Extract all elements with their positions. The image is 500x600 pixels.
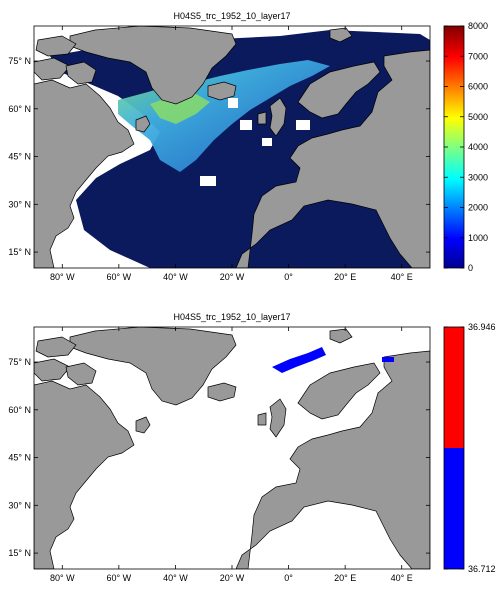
map-1-ytick-label: 75° N	[8, 56, 31, 66]
map-1-missing-cells	[200, 98, 310, 186]
map-2-xtick-label: 0°	[284, 573, 293, 583]
map-2-xtick-label: 20° E	[334, 573, 356, 583]
map-1-ytick-label: 45° N	[8, 152, 31, 162]
map-2-colorbar-red	[444, 327, 464, 448]
colorbar-1-tick-label: 0	[468, 263, 473, 273]
map-2-colorbar	[443, 326, 465, 570]
map-1-xtick-label: 60° W	[107, 272, 132, 282]
map-2-ytick-label: 60° N	[8, 405, 31, 415]
map-2-highlight-cell-east	[382, 357, 394, 362]
colorbar-1-tick-label: 5000	[468, 112, 488, 122]
map-2-ytick-label: 30° N	[8, 500, 31, 510]
colorbar-2-tick-label: 36.712	[468, 564, 496, 574]
map-1-ytick-label: 30° N	[8, 199, 31, 209]
map-1-xtick-label: 40° E	[391, 272, 413, 282]
colorbar-1-tick-label: 8000	[468, 21, 488, 31]
map-1-title: H04S5_trc_1952_10_layer17	[173, 11, 290, 21]
map-2: H04S5_trc_1952_10_layer17 80° W 60° W 40° …	[8, 312, 495, 583]
map-2-ytick-label: 15° N	[8, 548, 31, 558]
map-2-xtick-label: 40° E	[391, 573, 413, 583]
colorbar-1-tick-label: 1000	[468, 233, 488, 243]
map-1-ytick-label: 60° N	[8, 104, 31, 114]
map-1-xtick-label: 80° W	[50, 272, 75, 282]
map-2-colorbar-blue	[444, 448, 464, 569]
colorbar-2-tick-label: 36.946	[468, 322, 496, 332]
map-1: H04S5_trc_1952_10_layer17 80° W 60° W 40° …	[8, 11, 488, 282]
map-2-highlight-cells	[272, 347, 326, 373]
map-1-ytick-label: 15° N	[8, 247, 31, 257]
map-2-ytick-label: 45° N	[8, 453, 31, 463]
colorbar-1-tick-label: 7000	[468, 51, 488, 61]
map-2-xtick-label: 80° W	[50, 573, 75, 583]
map-2-title: H04S5_trc_1952_10_layer17	[173, 312, 290, 322]
map-1-xtick-label: 20° E	[334, 272, 356, 282]
map-1-plume-core	[150, 94, 210, 124]
colorbar-1-tick-label: 3000	[468, 172, 488, 182]
map-1-xtick-label: 0°	[284, 272, 293, 282]
colorbar-1-tick-label: 4000	[468, 142, 488, 152]
colorbar-1-tick-label: 6000	[468, 82, 488, 92]
map-1-xtick-label: 20° W	[220, 272, 245, 282]
map-2-ytick-label: 75° N	[8, 357, 31, 367]
map-2-xtick-label: 40° W	[163, 573, 188, 583]
colorbar-1-tick-label: 2000	[468, 203, 488, 213]
map-2-xtick-label: 20° W	[220, 573, 245, 583]
map-1-xtick-label: 40° W	[163, 272, 188, 282]
map-2-xtick-label: 60° W	[107, 573, 132, 583]
